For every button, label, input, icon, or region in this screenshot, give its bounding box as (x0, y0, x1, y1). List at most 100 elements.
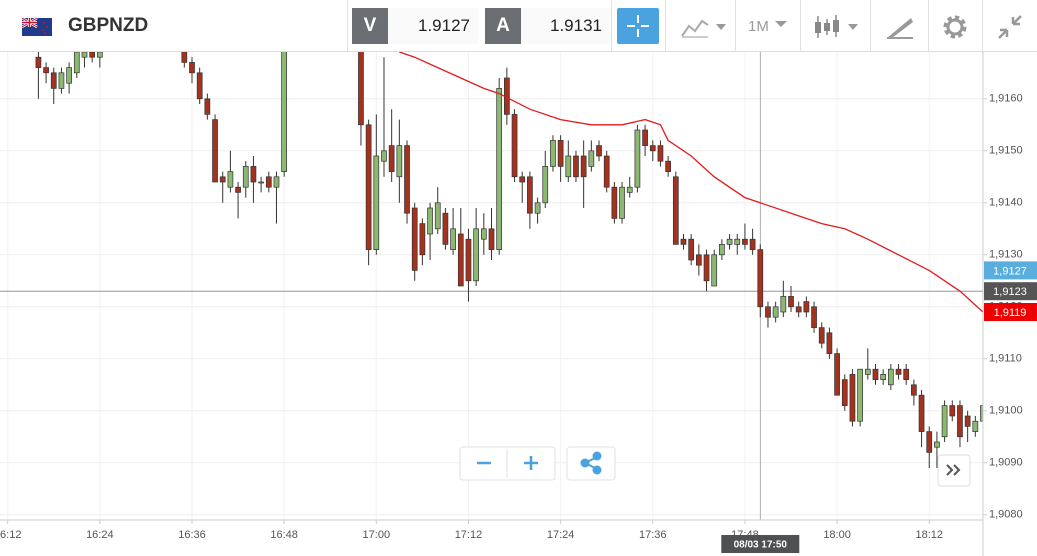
candle-body (626, 186, 633, 193)
candle-body (795, 306, 802, 313)
separator (735, 0, 736, 51)
candle-body (488, 228, 495, 250)
candle-body (941, 405, 948, 438)
separator (800, 0, 801, 51)
candle-body (427, 207, 433, 235)
candle-body (980, 405, 983, 422)
chart-type-button[interactable] (680, 16, 728, 38)
x-tick-label: 16:12 (0, 529, 21, 541)
share-button[interactable] (566, 446, 616, 481)
candle-body (949, 405, 956, 417)
separator (870, 0, 871, 51)
y-tick-label: 1,9140 (989, 197, 1023, 209)
price-label-box (984, 303, 1037, 321)
candle-body (242, 166, 249, 188)
sell-price: 1.9127 (388, 8, 478, 44)
candle-body (872, 368, 879, 380)
candle-body (388, 145, 395, 172)
candle-body (841, 379, 848, 406)
settings-button[interactable] (941, 13, 969, 41)
candle-body (957, 405, 963, 438)
candle-body (258, 181, 264, 184)
x-tick-label: 18:12 (915, 529, 943, 541)
timeframe-button[interactable]: 1M (748, 18, 769, 35)
candle-body (434, 202, 441, 230)
candle-body (473, 228, 479, 282)
candle-body (365, 124, 372, 250)
candle-body (749, 238, 756, 250)
candle-body (204, 98, 211, 115)
separator (982, 0, 983, 51)
candle-body (565, 155, 572, 178)
candle-body (726, 238, 733, 245)
candle-body (404, 145, 410, 214)
axes: 1,90801,90901,91001,91101,91201,91301,91… (0, 93, 1037, 553)
moving-average-line (399, 52, 983, 313)
collapse-button[interactable] (996, 13, 1024, 41)
candle-body (480, 228, 487, 240)
candle-body (788, 296, 794, 308)
y-tick-label: 1,9100 (989, 405, 1023, 417)
candle-body (818, 327, 825, 344)
y-tick-label: 1,9090 (989, 457, 1023, 469)
candle-body (911, 384, 917, 396)
candle-body (780, 296, 787, 313)
candle-body (734, 238, 741, 245)
y-tick-label: 1,9160 (989, 93, 1023, 105)
candle-body (550, 140, 556, 167)
candle-body (235, 186, 241, 193)
sell-button[interactable]: V (352, 8, 388, 44)
candle-body (219, 176, 226, 183)
flag-icon (22, 18, 52, 36)
candle-body (672, 176, 679, 245)
x-tick-label: 18:00 (823, 529, 851, 541)
chart: 1,90801,90901,91001,91101,91201,91301,91… (0, 52, 1037, 556)
candle-body (649, 145, 656, 152)
candle-body (972, 420, 979, 432)
price-label: 1,9119 (994, 307, 1027, 319)
candle-body (457, 233, 464, 287)
toolbar: GBPNZD V 1.9127 A 1.9131 1M (0, 0, 1037, 52)
candle-body (719, 244, 725, 256)
share-icon (580, 451, 602, 475)
crosshair-time-label: 08/03 17:50 (734, 540, 788, 551)
zoom-in-button[interactable] (524, 456, 538, 470)
x-tick-label: 17:24 (547, 529, 575, 541)
candle-body (58, 72, 65, 89)
candle-body (765, 306, 771, 318)
candle-body (918, 394, 925, 432)
crosshair-button[interactable] (617, 8, 659, 44)
candle-body (903, 368, 910, 380)
draw-tool-button[interactable] (884, 14, 916, 40)
candle-body (96, 52, 103, 58)
y-tick-label: 1,9130 (989, 249, 1023, 261)
candle-body (89, 52, 96, 58)
candle-body (611, 186, 618, 219)
candle-body (496, 88, 503, 250)
candle-body (265, 176, 272, 188)
candle-body (711, 254, 718, 287)
candle-body (527, 176, 533, 214)
candle-body (196, 72, 203, 100)
candle-body (573, 155, 579, 178)
candle-body (742, 238, 748, 245)
candle-body (50, 72, 57, 89)
x-tick-label: 16:36 (178, 529, 206, 541)
x-tick-label: 17:00 (363, 529, 391, 541)
candle-body (281, 52, 287, 172)
price-label: 1,9127 (993, 265, 1027, 277)
y-tick-label: 1,9080 (989, 509, 1023, 521)
scroll-right-button[interactable] (937, 454, 971, 487)
candle-body (688, 238, 695, 261)
y-tick-label: 1,9110 (989, 353, 1022, 365)
candle-body (934, 441, 940, 448)
y-tick-label: 1,9150 (989, 145, 1023, 157)
candle-body (642, 129, 648, 146)
candle-type-button[interactable] (812, 13, 862, 41)
candle-body (373, 155, 380, 250)
candle-body (381, 150, 387, 162)
candle-body (926, 431, 933, 453)
candle-body (757, 249, 764, 308)
buy-button[interactable]: A (485, 8, 521, 44)
